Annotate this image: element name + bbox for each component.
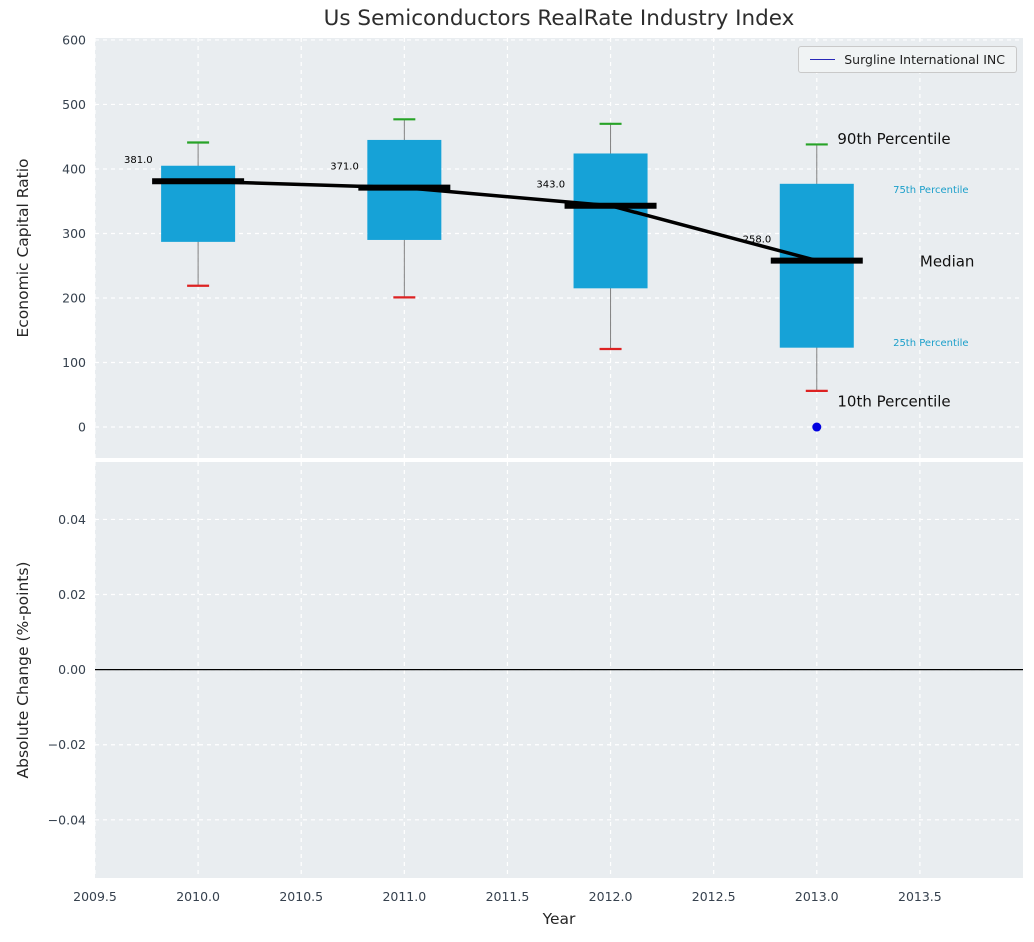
x-tick-label: 2012.5 — [692, 889, 736, 904]
y-tick-label: −0.04 — [48, 812, 86, 827]
top-plot-background — [95, 38, 1023, 458]
top-y-axis-label: Economic Capital Ratio — [14, 158, 32, 338]
x-tick-label: 2011.5 — [486, 889, 530, 904]
x-tick-label: 2012.0 — [589, 889, 633, 904]
y-tick-label: −0.02 — [48, 737, 86, 752]
x-tick-label: 2010.0 — [176, 889, 220, 904]
x-tick-label: 2013.0 — [795, 889, 839, 904]
median-value-label: 371.0 — [330, 161, 359, 172]
box — [573, 153, 648, 289]
legend: Surgline International INC — [798, 46, 1017, 73]
y-tick-label: 0.02 — [58, 587, 86, 602]
percentile-annotation: 90th Percentile — [837, 130, 950, 148]
box — [779, 183, 854, 348]
median-value-label: 343.0 — [536, 179, 565, 190]
y-tick-label: 500 — [62, 97, 86, 112]
percentile-annotation: 25th Percentile — [893, 338, 969, 349]
legend-label: Surgline International INC — [844, 52, 1005, 67]
x-tick-label: 2010.5 — [279, 889, 323, 904]
y-tick-label: 100 — [62, 355, 86, 370]
percentile-annotation: Median — [920, 252, 975, 270]
x-axis-label: Year — [542, 910, 576, 928]
company-point — [812, 422, 822, 432]
x-tick-label: 2009.5 — [73, 889, 117, 904]
y-tick-label: 300 — [62, 226, 86, 241]
x-tick-label: 2011.0 — [382, 889, 426, 904]
legend-line-swatch — [810, 59, 836, 60]
bottom-y-axis-label: Absolute Change (%-points) — [14, 561, 32, 779]
chart-title: Us Semiconductors RealRate Industry Inde… — [323, 6, 795, 31]
percentile-annotation: 75th Percentile — [893, 185, 969, 196]
y-tick-label: 400 — [62, 161, 86, 176]
y-tick-label: 0.00 — [58, 662, 86, 677]
percentile-annotation: 10th Percentile — [837, 392, 950, 410]
y-tick-label: 0.04 — [58, 512, 86, 527]
x-tick-label: 2013.5 — [898, 889, 942, 904]
median-trend-line — [198, 179, 818, 263]
y-tick-label: 0 — [78, 420, 86, 435]
box — [161, 165, 236, 242]
median-value-label: 258.0 — [743, 234, 772, 245]
y-tick-label: 200 — [62, 291, 86, 306]
y-tick-label: 600 — [62, 32, 86, 47]
median-value-label: 381.0 — [124, 155, 153, 166]
